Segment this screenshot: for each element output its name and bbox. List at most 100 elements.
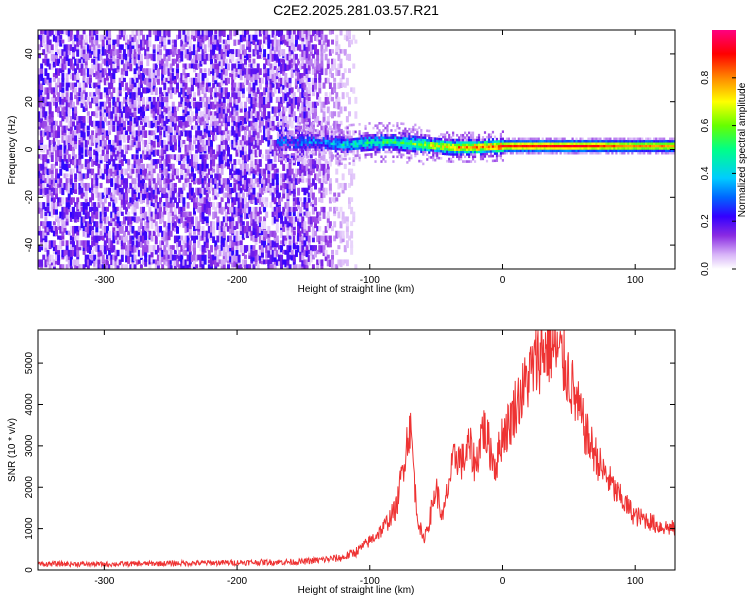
heatmap-cell [125, 106, 129, 115]
heatmap-cell [195, 144, 199, 149]
heatmap-cell [246, 202, 250, 209]
heatmap-cell [278, 138, 282, 142]
heatmap-cell [120, 125, 124, 132]
heatmap-cell [258, 259, 262, 264]
heatmap-cell [82, 96, 86, 104]
heatmap-cell [54, 34, 58, 43]
heatmap-cell [184, 73, 188, 79]
heatmap-cell [131, 96, 135, 105]
heatmap-cell [239, 82, 243, 90]
heatmap-cell [258, 254, 262, 261]
heatmap-cell [299, 116, 303, 124]
heatmap-cell [290, 148, 294, 151]
heatmap-cell [220, 230, 224, 237]
heatmap-cell [312, 150, 315, 154]
heatmap-cell [263, 130, 267, 137]
heatmap-cell [97, 82, 101, 89]
heatmap-cell [280, 138, 284, 142]
heatmap-cell [229, 187, 233, 195]
heatmap-cell [205, 34, 209, 41]
heatmap-cell [61, 159, 65, 167]
heatmap-cell [320, 240, 324, 246]
heatmap-cell [241, 159, 245, 165]
heatmap-cell [169, 254, 173, 261]
heatmap-cell [299, 44, 303, 52]
heatmap-cell [54, 206, 58, 215]
heatmap-cell [201, 77, 205, 85]
heatmap-cell [139, 135, 143, 142]
heatmap-cell [252, 149, 256, 155]
heatmap-cell [246, 211, 250, 219]
heatmap-cell [144, 192, 148, 199]
heatmap-cell [335, 178, 339, 183]
heatmap-cell [52, 230, 56, 237]
heatmap-cell [258, 116, 262, 123]
heatmap-cell [275, 125, 279, 131]
heatmap-cell [292, 173, 296, 182]
heatmap-cell [212, 82, 216, 89]
heatmap-cell [150, 120, 154, 129]
heatmap-cell [233, 73, 237, 80]
heatmap-cell [326, 254, 330, 259]
heatmap-cell [239, 187, 243, 194]
heatmap-cell [324, 225, 328, 233]
heatmap-cell [52, 225, 56, 231]
heatmap-cell [108, 202, 112, 207]
heatmap-cell [229, 159, 233, 164]
heatmap-cell [336, 138, 339, 141]
heatmap-cell [237, 192, 241, 198]
heatmap-cell [263, 111, 267, 119]
heatmap-cell [42, 106, 46, 114]
heatmap-cell [250, 96, 254, 105]
heatmap-cell [318, 120, 322, 126]
heatmap-cell [292, 68, 296, 73]
heatmap-cell [127, 202, 131, 209]
heatmap-cell [133, 130, 137, 138]
heatmap-cell [116, 240, 120, 245]
heatmap-cell [328, 146, 331, 150]
heatmap-cell [263, 101, 267, 110]
heatmap-cell [173, 254, 177, 261]
heatmap-cell [299, 63, 303, 70]
heatmap-cell [216, 125, 220, 134]
heatmap-cell [299, 240, 303, 246]
heatmap-cell [195, 254, 199, 262]
heatmap-cell [216, 82, 220, 87]
heatmap-cell [212, 73, 216, 81]
heatmap-cell [282, 221, 286, 227]
heatmap-cell [207, 206, 211, 215]
heatmap-cell [148, 163, 152, 172]
heatmap-cell [203, 125, 207, 133]
heatmap-cell [59, 68, 63, 73]
heatmap-cell [216, 259, 220, 267]
heatmap-cell [277, 245, 281, 250]
heatmap-cell [105, 173, 109, 180]
heatmap-cell [178, 101, 182, 108]
heatmap-cell [80, 264, 84, 269]
heatmap-cell [241, 192, 245, 199]
heatmap-cell [184, 225, 188, 234]
heatmap-cell [40, 221, 44, 227]
heatmap-cell [235, 92, 239, 99]
heatmap-cell [38, 125, 41, 130]
heatmap-cell [235, 125, 239, 134]
heatmap-cell [260, 92, 264, 97]
heatmap-cell [40, 230, 44, 239]
heatmap-cell [48, 30, 52, 37]
heatmap-cell [364, 155, 367, 159]
heatmap-cell [297, 159, 301, 166]
heatmap-cell [341, 211, 345, 220]
heatmap-cell [184, 178, 188, 183]
heatmap-cell [220, 245, 224, 251]
heatmap-cell [216, 120, 220, 125]
heatmap-cell [161, 68, 165, 75]
heatmap-cell [178, 206, 182, 215]
heatmap-cell [125, 53, 129, 61]
heatmap-cell [348, 68, 352, 74]
heatmap-cell [300, 148, 303, 151]
heatmap-cell [288, 39, 292, 46]
heatmap-cell [241, 206, 245, 214]
heatmap-cell [54, 168, 58, 176]
heatmap-cell [169, 63, 173, 71]
heatmap-cell [212, 120, 216, 126]
